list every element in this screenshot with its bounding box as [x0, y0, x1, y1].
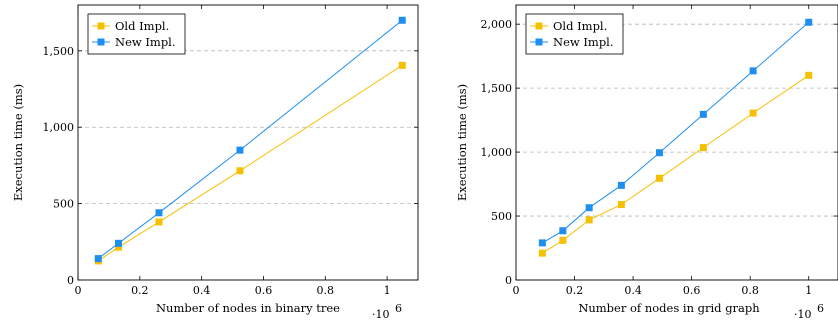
data-point-new-impl [538, 239, 546, 247]
y-tick-label: 500 [491, 210, 512, 223]
data-point-new-impl [236, 146, 244, 154]
data-point-old-impl [805, 71, 813, 79]
x-tick-label: 0.4 [193, 284, 211, 297]
x-tick-label: 0.6 [255, 284, 273, 297]
y-tick-label: 1,500 [481, 82, 513, 95]
data-point-new-impl [559, 227, 567, 235]
y-tick-label: 1,000 [43, 121, 75, 134]
legend-marker [535, 38, 543, 46]
x-axis-label: Number of nodes in binary tree [156, 301, 340, 315]
chart-panel-1: 0 500 1,000 1,500 0 0.2 0.4 0.6 0.8 1 Number of no… [11, 4, 419, 321]
x-tick-label: 1 [805, 284, 812, 297]
data-point-old-impl [559, 236, 567, 244]
data-point-new-impl [155, 209, 163, 217]
data-point-old-impl [538, 249, 546, 257]
x-tick-label: 0.2 [131, 284, 149, 297]
data-point-old-impl [749, 109, 757, 117]
data-point-new-impl [585, 204, 593, 212]
data-point-new-impl [617, 181, 625, 189]
x-multiplier: ·10 [372, 308, 390, 321]
data-point-new-impl [749, 67, 757, 75]
series-line-old-impl [97, 64, 403, 262]
x-tick-label: 0.8 [741, 284, 759, 297]
series-line-new-impl [542, 21, 810, 244]
y-axis-label: Execution time (ms) [11, 84, 25, 201]
data-point-new-impl [398, 16, 406, 24]
series-line-old-impl [542, 74, 809, 254]
x-multiplier-exponent: 6 [817, 302, 824, 315]
legend-marker [535, 22, 543, 30]
legend-box [87, 13, 186, 55]
x-tick-label: 0.4 [624, 284, 642, 297]
x-tick-label: 1 [384, 284, 391, 297]
legend-label: New Impl. [553, 35, 614, 49]
legend-marker [97, 22, 105, 30]
y-tick-label: 1,000 [481, 146, 513, 159]
x-tick-label: 0.8 [317, 284, 335, 297]
data-point-old-impl [699, 144, 707, 152]
data-point-new-impl [94, 255, 102, 263]
data-point-old-impl [617, 201, 625, 209]
data-point-new-impl [114, 239, 122, 247]
x-tick-label: 0 [513, 284, 520, 297]
y-tick-label: 0 [505, 274, 512, 287]
y-tick-label: 500 [53, 198, 74, 211]
data-point-new-impl [805, 18, 813, 26]
y-tick-label: 0 [67, 274, 74, 287]
legend-label: Old Impl. [553, 19, 607, 33]
data-point-old-impl [155, 218, 163, 226]
data-point-old-impl [655, 174, 663, 182]
data-point-old-impl [236, 167, 244, 175]
data-point-new-impl [655, 149, 663, 157]
y-tick-label: 2,000 [481, 18, 513, 31]
data-point-old-impl [114, 243, 122, 251]
legend-label: Old Impl. [115, 19, 169, 33]
x-multiplier: ·10 [794, 308, 812, 321]
data-point-old-impl [585, 216, 593, 224]
chart-panel-2: 0 500 1,000 1,500 2,000 0 0.2 0.4 0.6 0.8 1 Number … [455, 4, 838, 321]
legend-box [525, 13, 624, 55]
x-tick-label: 0.6 [683, 284, 701, 297]
plot-frame [515, 4, 838, 281]
data-point-new-impl [699, 110, 707, 118]
plot-frame [77, 4, 419, 281]
y-axis-label: Execution time (ms) [455, 84, 469, 201]
x-axis-label: Number of nodes in grid graph [578, 301, 760, 315]
x-tick-label: 0.2 [566, 284, 584, 297]
series-line-new-impl [97, 19, 403, 259]
legend-marker [97, 38, 105, 46]
x-tick-label: 0 [75, 284, 82, 297]
x-multiplier-exponent: 6 [395, 302, 402, 315]
y-tick-label: 1,500 [43, 45, 75, 58]
legend-label: New Impl. [115, 35, 176, 49]
data-point-old-impl [398, 61, 406, 69]
